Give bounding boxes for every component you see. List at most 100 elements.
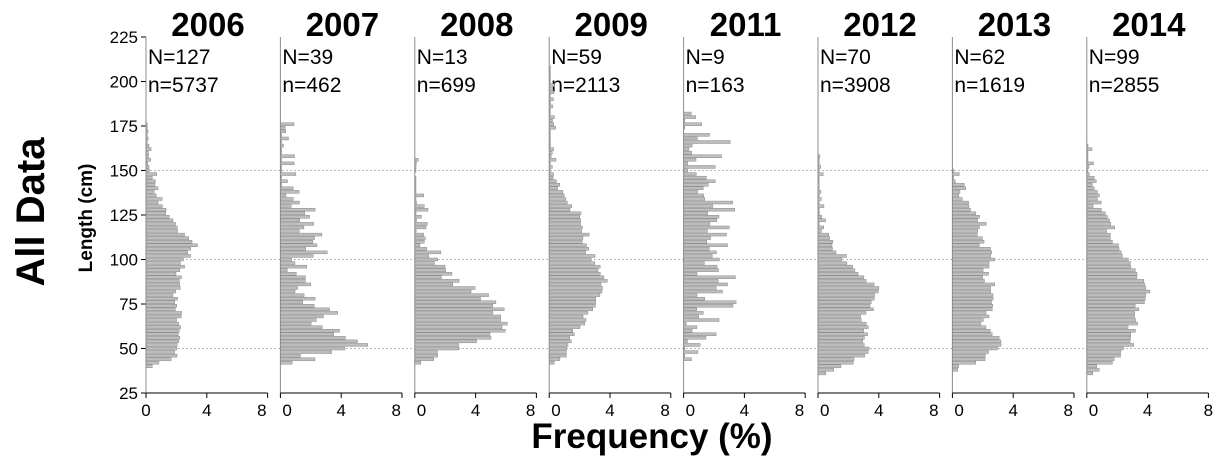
bar (817, 286, 880, 290)
bar (280, 325, 323, 329)
bar (280, 211, 306, 215)
bars-2011 (683, 111, 737, 361)
bar (549, 272, 601, 276)
bar (414, 236, 426, 240)
bars-2012 (817, 154, 880, 376)
panel-year-title: 2014 (1112, 6, 1186, 43)
bar (280, 172, 297, 176)
bar (280, 254, 314, 258)
bar (1086, 346, 1124, 351)
bar (683, 357, 692, 361)
bar (817, 289, 879, 294)
bar (280, 129, 286, 134)
bar (817, 236, 830, 240)
bar (1086, 321, 1138, 326)
bar (145, 321, 179, 326)
bar (952, 247, 991, 251)
bar (1086, 257, 1129, 262)
bar (549, 353, 567, 358)
bar (280, 222, 314, 226)
panel-year-title: 2013 (978, 6, 1051, 43)
bar (280, 314, 324, 319)
panel-year-title: 2011 (710, 6, 782, 43)
bar (952, 321, 982, 326)
bar (817, 172, 824, 176)
bar (549, 307, 593, 312)
bar (145, 304, 177, 308)
bar (414, 257, 438, 262)
bar (280, 179, 288, 183)
bar (683, 172, 697, 176)
bar (549, 104, 553, 109)
bar (280, 136, 289, 141)
bar (817, 357, 855, 361)
bar (280, 204, 292, 208)
bar (817, 304, 871, 308)
bar (952, 329, 991, 333)
bar (549, 286, 603, 290)
y-tick-label: 125 (110, 206, 138, 225)
bar (683, 215, 720, 219)
bar (683, 272, 698, 276)
bar (145, 279, 180, 283)
panel-n-fish: N=99 (1089, 46, 1140, 69)
bar (683, 304, 734, 308)
bar (145, 204, 163, 208)
x-tick-label: 4 (605, 401, 614, 420)
bar (549, 321, 586, 326)
bar (1086, 243, 1119, 247)
bars-2014 (1086, 143, 1151, 376)
bar (280, 257, 292, 262)
bar (145, 364, 153, 368)
x-tick-label: 0 (282, 401, 291, 420)
bar (952, 296, 994, 301)
bar (280, 286, 298, 290)
bar (145, 293, 174, 297)
panel-2011: 2011 N=9 n=163 0 4 8 (683, 6, 806, 420)
bar (817, 264, 853, 269)
bar (414, 314, 502, 319)
bar (1086, 161, 1094, 166)
bar (280, 343, 368, 347)
bar (414, 232, 424, 237)
bar (952, 275, 983, 279)
bar (414, 361, 422, 365)
bar (280, 154, 295, 158)
bar (952, 325, 987, 329)
bar (952, 300, 992, 304)
panel-2006: 2006 N=127 n=5737 0 4 8 (141, 6, 269, 420)
bar (817, 225, 824, 230)
bar (414, 346, 460, 351)
bar (280, 247, 306, 251)
bar (683, 111, 692, 116)
bar (145, 225, 178, 230)
y-tick-label: 100 (110, 251, 138, 270)
bar (952, 350, 989, 354)
bar (952, 211, 977, 215)
bar (683, 133, 710, 137)
bar (817, 204, 825, 208)
bar (145, 183, 156, 187)
bar (683, 183, 709, 187)
bar (683, 151, 692, 155)
bar (683, 197, 706, 201)
bar (414, 272, 453, 276)
bar (952, 190, 961, 194)
bar (817, 232, 829, 237)
y-axis: 25 50 75 100 125 150 175 200 225 (110, 28, 146, 403)
bar (280, 329, 340, 333)
bar (1086, 211, 1106, 215)
x-tick-label: 4 (1008, 401, 1017, 420)
bar (952, 200, 969, 205)
bar (145, 361, 160, 365)
bar (952, 183, 965, 187)
bar (145, 193, 157, 198)
bar (683, 311, 704, 315)
bar (817, 318, 862, 322)
bar (683, 275, 736, 279)
bar (817, 343, 865, 347)
bar (683, 286, 717, 290)
bar (280, 215, 310, 219)
bar (549, 240, 583, 244)
